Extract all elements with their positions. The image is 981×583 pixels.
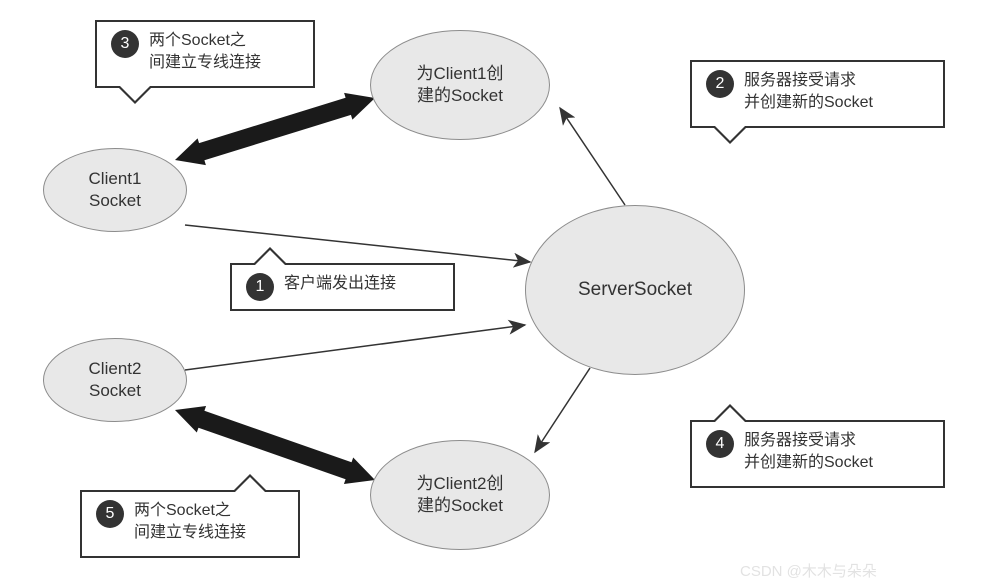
- node-client2-socket: Client2 Socket: [43, 338, 187, 422]
- node-label: Client1 Socket: [89, 168, 142, 212]
- step-badge-2: 2: [706, 70, 734, 98]
- step-badge-3: 3: [111, 30, 139, 58]
- node-label: 为Client1创 建的Socket: [417, 63, 504, 107]
- node-client1-created-socket: 为Client1创 建的Socket: [370, 30, 550, 140]
- node-label: Client2 Socket: [89, 358, 142, 402]
- arrow-server-to-c1socket: [560, 108, 625, 205]
- callout-step-3: 3 两个Socket之 间建立专线连接: [95, 20, 315, 88]
- node-client1-socket: Client1 Socket: [43, 148, 187, 232]
- node-server-socket: ServerSocket: [525, 205, 745, 375]
- double-arrow-client2-c2socket-link: [175, 406, 375, 484]
- callout-text: 两个Socket之 间建立专线连接: [134, 500, 246, 543]
- node-client2-created-socket: 为Client2创 建的Socket: [370, 440, 550, 550]
- callout-text: 客户端发出连接: [284, 273, 396, 295]
- node-label: 为Client2创 建的Socket: [417, 473, 504, 517]
- callout-step-2: 2 服务器接受请求 并创建新的Socket: [690, 60, 945, 128]
- callout-step-4: 4 服务器接受请求 并创建新的Socket: [690, 420, 945, 488]
- arrow-client2-to-server: [185, 325, 525, 370]
- callout-text: 服务器接受请求 并创建新的Socket: [744, 70, 873, 113]
- step-badge-1: 1: [246, 273, 274, 301]
- step-badge-4: 4: [706, 430, 734, 458]
- callout-text: 两个Socket之 间建立专线连接: [149, 30, 261, 73]
- watermark-text: CSDN @木木与朵朵: [740, 560, 877, 581]
- arrow-client1-to-server: [185, 225, 530, 262]
- callout-step-1: 1 客户端发出连接: [230, 263, 455, 311]
- node-label: ServerSocket: [578, 278, 692, 303]
- callout-step-5: 5 两个Socket之 间建立专线连接: [80, 490, 300, 558]
- callout-text: 服务器接受请求 并创建新的Socket: [744, 430, 873, 473]
- double-arrow-client1-c1socket-link: [175, 93, 375, 165]
- step-badge-5: 5: [96, 500, 124, 528]
- arrow-server-to-c2socket: [535, 368, 590, 452]
